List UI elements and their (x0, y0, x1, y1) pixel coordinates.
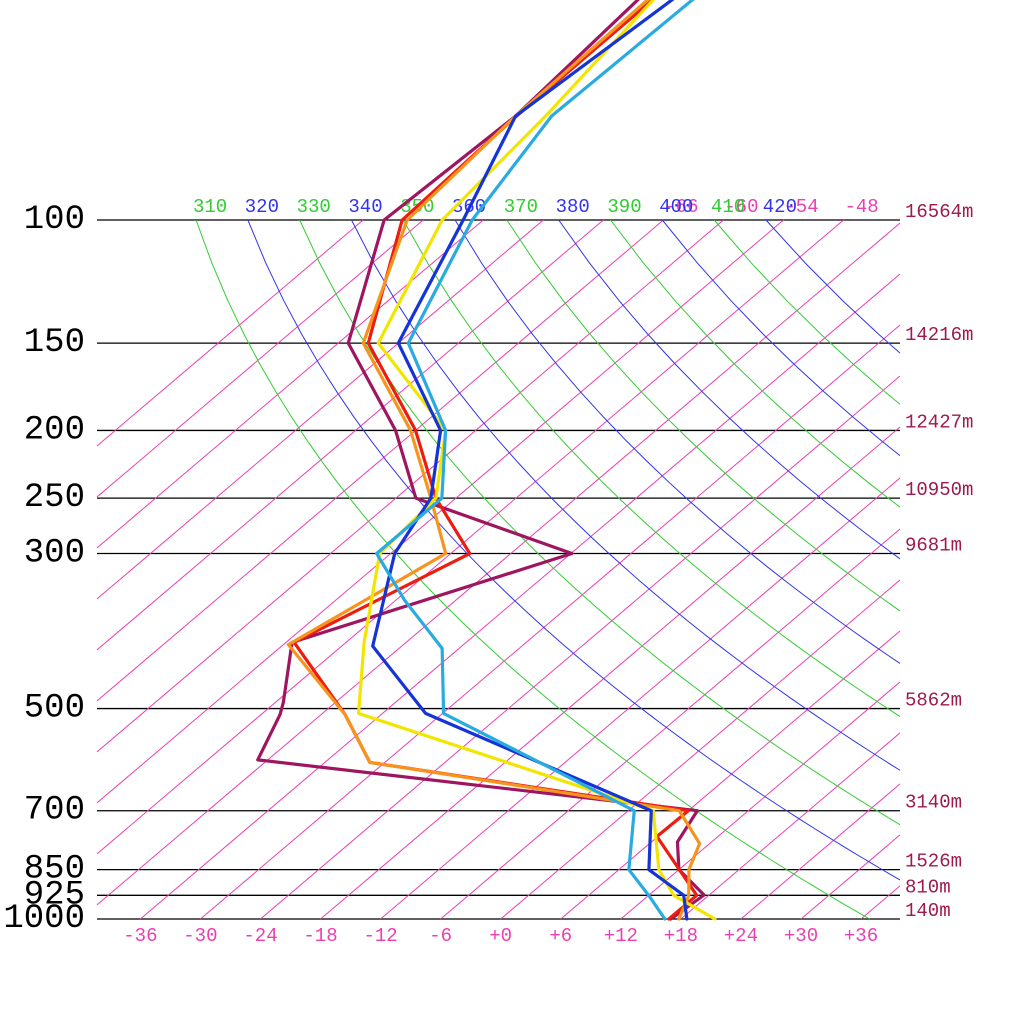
svg-text:+30: +30 (784, 925, 818, 947)
svg-text:3140m: 3140m (905, 792, 962, 814)
svg-text:+6: +6 (549, 925, 572, 947)
svg-text:-48: -48 (844, 196, 878, 218)
svg-text:-6: -6 (429, 925, 452, 947)
svg-text:1526m: 1526m (905, 851, 962, 873)
svg-text:400: 400 (659, 196, 693, 218)
svg-text:-24: -24 (243, 925, 277, 947)
svg-text:+24: +24 (724, 925, 758, 947)
svg-text:380: 380 (556, 196, 590, 218)
svg-text:16564m: 16564m (905, 201, 973, 223)
svg-text:+12: +12 (604, 925, 638, 947)
svg-text:420: 420 (763, 196, 797, 218)
svg-text:340: 340 (348, 196, 382, 218)
svg-text:-30: -30 (183, 925, 217, 947)
svg-text:5862m: 5862m (905, 690, 962, 712)
svg-text:250: 250 (24, 479, 85, 517)
svg-text:9681m: 9681m (905, 535, 962, 557)
svg-text:310: 310 (193, 196, 227, 218)
svg-text:410: 410 (711, 196, 745, 218)
svg-text:10950m: 10950m (905, 479, 973, 501)
svg-text:1000: 1000 (3, 900, 85, 938)
svg-text:+0: +0 (489, 925, 512, 947)
svg-text:14216m: 14216m (905, 324, 973, 346)
svg-text:200: 200 (24, 411, 85, 449)
svg-text:700: 700 (24, 792, 85, 830)
svg-text:330: 330 (297, 196, 331, 218)
svg-text:300: 300 (24, 535, 85, 573)
svg-text:320: 320 (245, 196, 279, 218)
svg-text:-12: -12 (363, 925, 397, 947)
svg-text:+36: +36 (844, 925, 878, 947)
svg-text:100: 100 (24, 201, 85, 239)
svg-text:+18: +18 (664, 925, 698, 947)
svg-text:-36: -36 (123, 925, 157, 947)
svg-text:12427m: 12427m (905, 411, 973, 433)
svg-text:390: 390 (607, 196, 641, 218)
svg-text:150: 150 (24, 324, 85, 362)
svg-text:140m: 140m (905, 900, 951, 922)
svg-text:-18: -18 (303, 925, 337, 947)
svg-text:500: 500 (24, 690, 85, 728)
svg-text:370: 370 (504, 196, 538, 218)
svg-text:810m: 810m (905, 876, 951, 898)
